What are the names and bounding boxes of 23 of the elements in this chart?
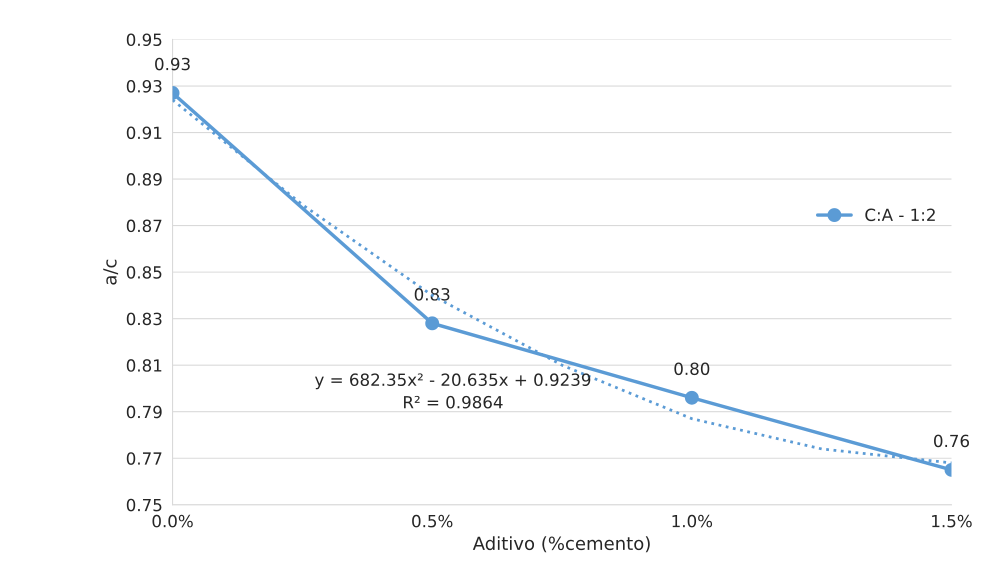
y-tick-label: 0.77 <box>126 452 162 465</box>
data-label: 0.93 <box>155 58 190 70</box>
y-tick-label: 0.89 <box>126 173 162 186</box>
y-axis-title: a/c <box>103 260 118 285</box>
y-tick-label: 0.87 <box>126 220 162 232</box>
y-tick-label: 0.93 <box>126 80 162 93</box>
y-tick-label: 0.85 <box>126 266 162 279</box>
x-tick-label: 1.5% <box>932 514 972 528</box>
y-tick-label: 0.83 <box>126 312 162 326</box>
y-tick-label: 0.95 <box>126 33 162 46</box>
y-tick-label: 0.75 <box>126 498 162 512</box>
y-tick-label: 0.91 <box>126 126 162 140</box>
data-label: 0.83 <box>414 288 450 301</box>
x-tick-label: 0.0% <box>152 514 193 528</box>
y-tick-label: 0.81 <box>126 359 162 372</box>
annotation: y = 682.35x² - 20.635x + 0.9239 R² = 0.9864 <box>314 373 590 408</box>
y-tick-label: 0.79 <box>126 406 162 418</box>
legend-label: C:A - 1:2 <box>865 208 935 222</box>
data-label: 0.76 <box>934 434 969 448</box>
data-label: 0.80 <box>674 362 710 376</box>
x-tick-label: 1.0% <box>672 514 712 528</box>
x-tick-label: 0.5% <box>412 514 452 528</box>
x-axis-title: Aditivo (%cemento) <box>472 536 650 552</box>
